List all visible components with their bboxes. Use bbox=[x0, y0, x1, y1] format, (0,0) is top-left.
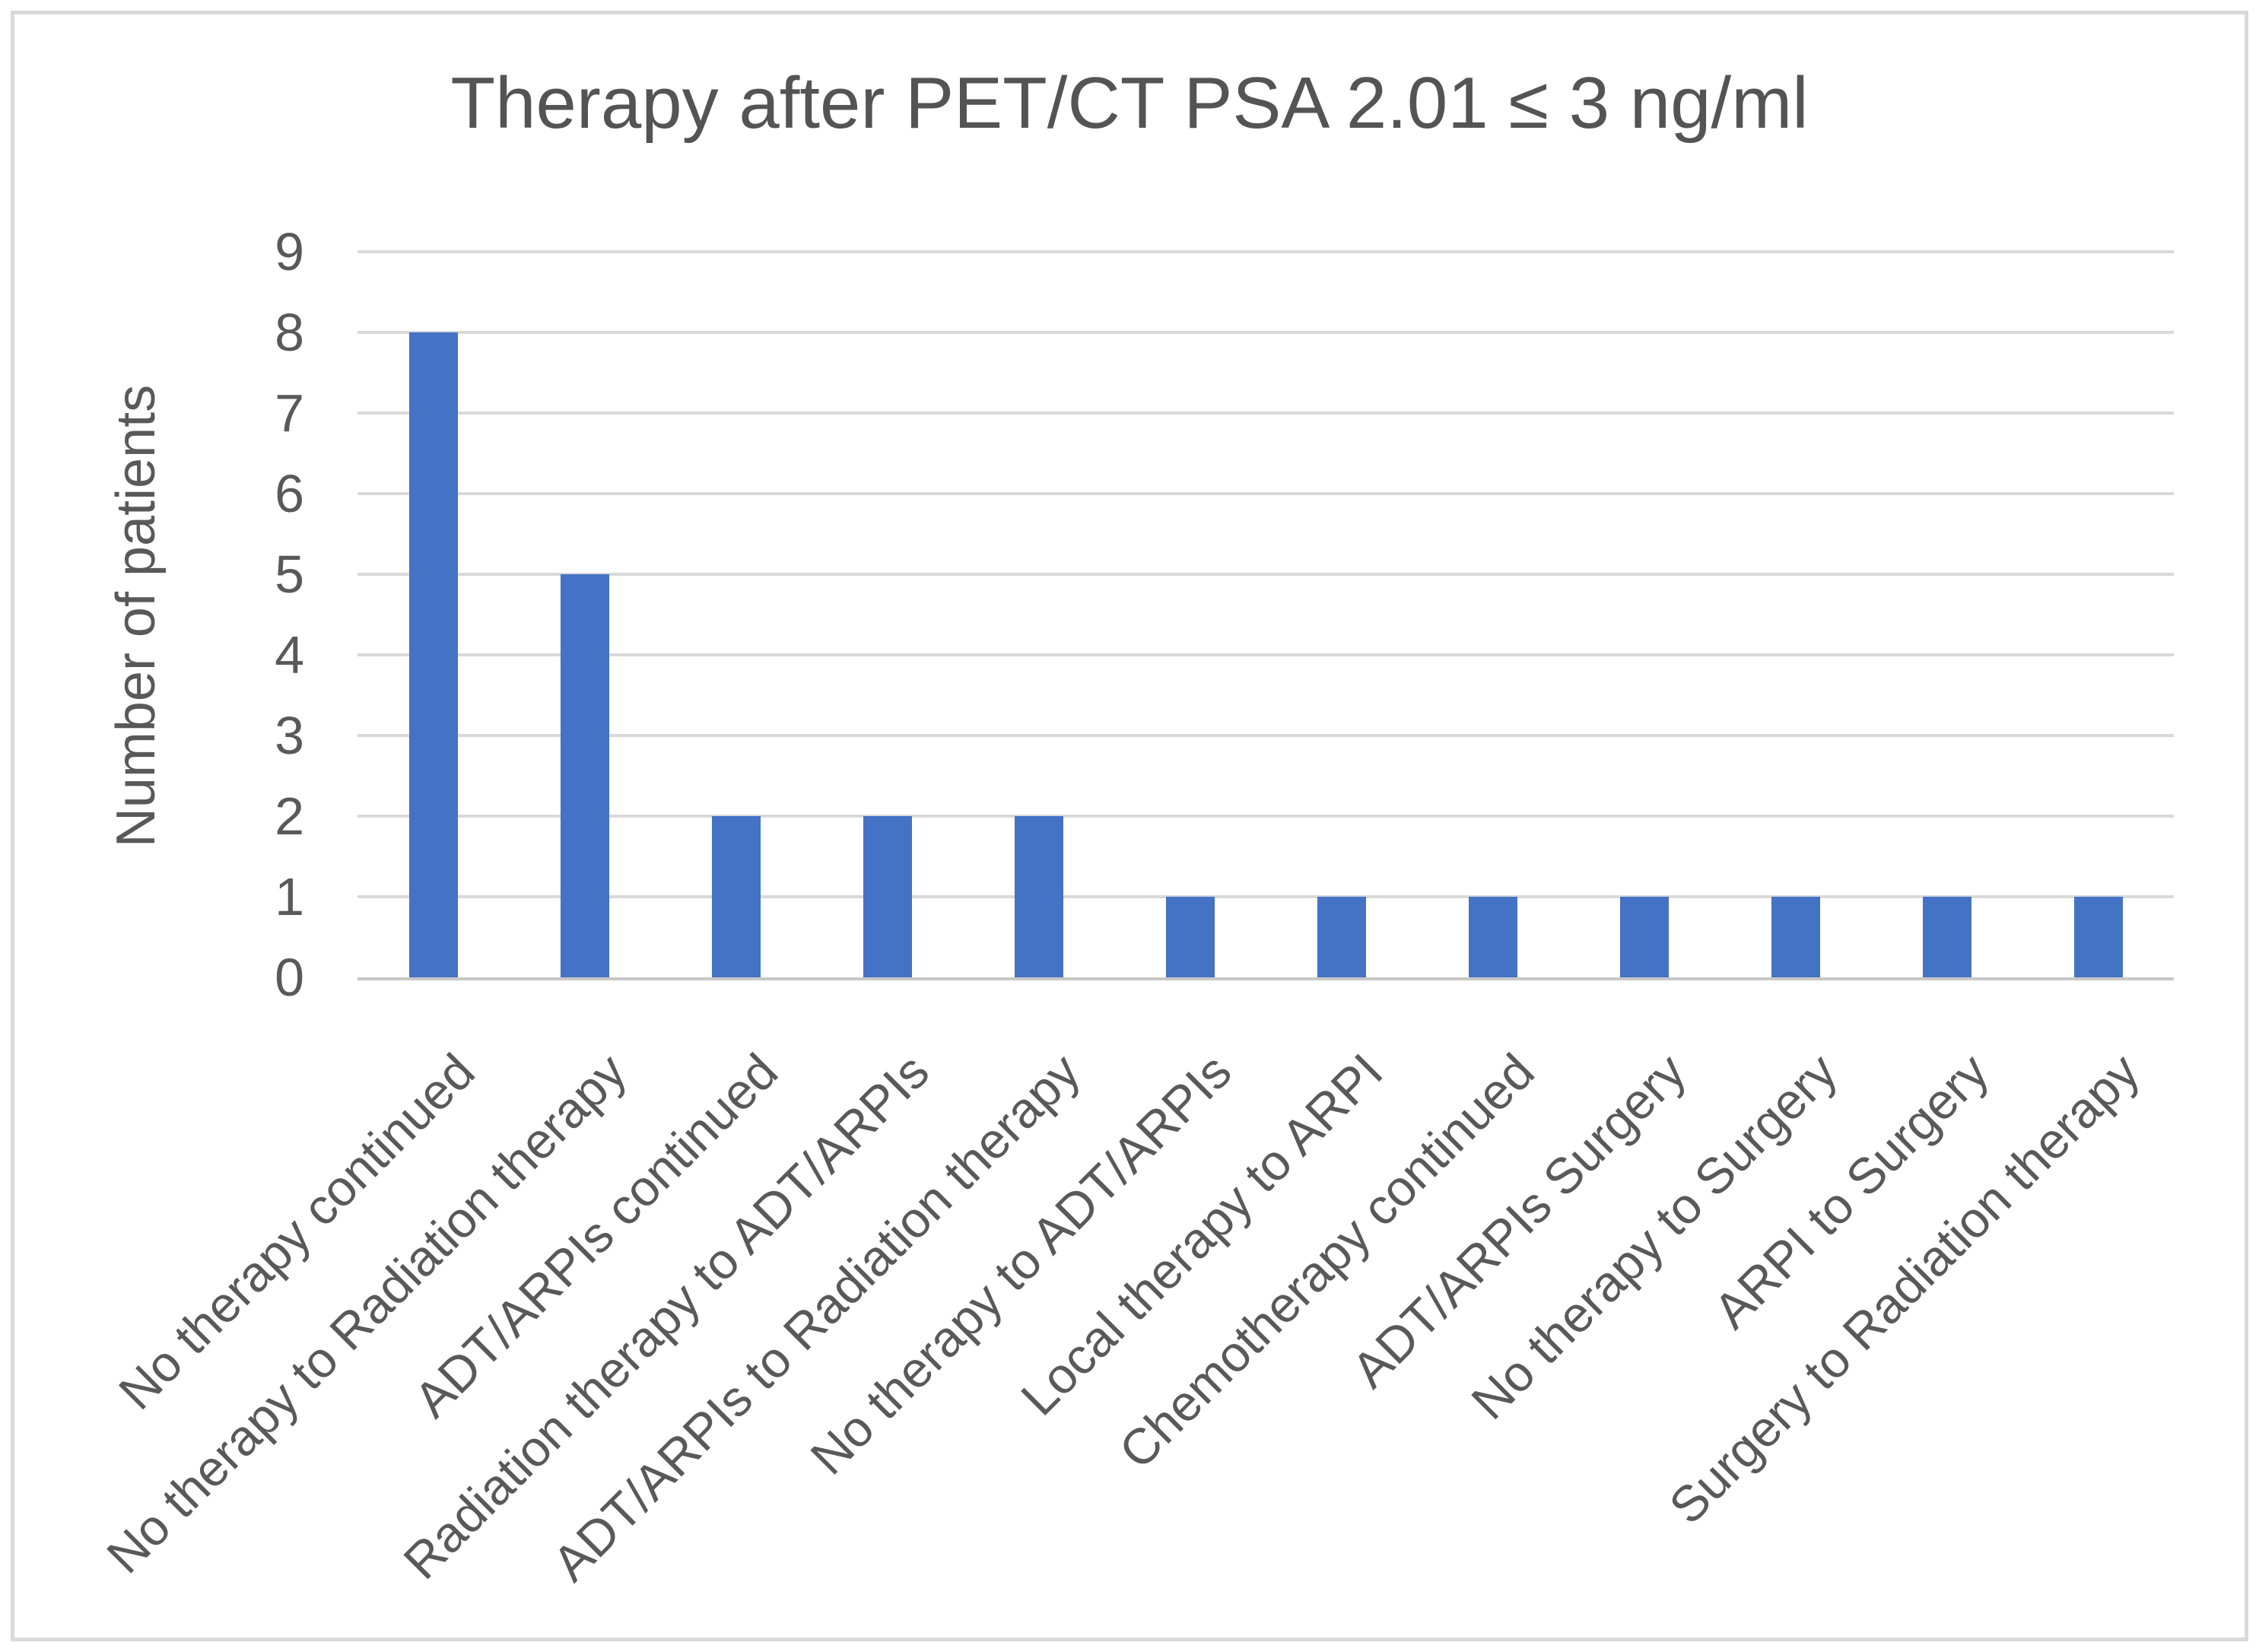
gridline bbox=[357, 492, 2174, 495]
gridline bbox=[357, 653, 2174, 656]
y-tick-label: 7 bbox=[275, 383, 304, 443]
gridline bbox=[357, 411, 2174, 415]
bar bbox=[1165, 897, 1215, 977]
gridline bbox=[357, 573, 2174, 576]
bar bbox=[1317, 897, 1366, 977]
y-tick-label: 9 bbox=[275, 222, 304, 281]
y-tick-label: 2 bbox=[275, 786, 304, 846]
figure-border: Therapy after PET/CT PSA 2.01 ≤ 3 ng/ml … bbox=[11, 11, 2248, 1641]
y-tick-label: 1 bbox=[275, 867, 304, 926]
y-tick-label: 6 bbox=[275, 464, 304, 523]
gridline bbox=[357, 734, 2174, 737]
gridline bbox=[357, 815, 2174, 818]
bar bbox=[1922, 897, 1971, 977]
y-tick-label: 0 bbox=[275, 948, 304, 1007]
gridline bbox=[357, 895, 2174, 898]
bar bbox=[1468, 897, 1517, 977]
plot-area bbox=[357, 250, 2174, 980]
bar bbox=[560, 574, 609, 977]
chart-title: Therapy after PET/CT PSA 2.01 ≤ 3 ng/ml bbox=[450, 62, 1809, 144]
bar bbox=[1619, 897, 1669, 977]
bar bbox=[1014, 816, 1063, 977]
bar bbox=[863, 816, 912, 977]
bar bbox=[2073, 897, 2123, 977]
bar bbox=[711, 816, 761, 977]
y-tick-label: 8 bbox=[275, 303, 304, 362]
y-tick-label: 4 bbox=[275, 625, 304, 685]
gridline bbox=[357, 331, 2174, 334]
x-category-label: ARPI to Surgery bbox=[1702, 1043, 1999, 1339]
y-tick-label: 3 bbox=[275, 706, 304, 765]
y-axis-title: Number of patients bbox=[106, 384, 167, 848]
bar bbox=[408, 332, 458, 977]
gridline bbox=[357, 250, 2174, 253]
bar bbox=[1771, 897, 1820, 977]
y-tick-label: 5 bbox=[275, 545, 304, 604]
